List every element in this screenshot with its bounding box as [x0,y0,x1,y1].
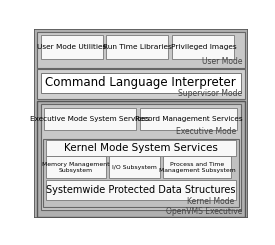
Text: Supervisor Mode: Supervisor Mode [178,89,242,98]
Bar [45,108,136,130]
Bar [37,101,245,217]
Text: Systemwide Protected Data Structures: Systemwide Protected Data Structures [46,184,235,195]
Bar [41,104,241,210]
Text: User Mode Utilities: User Mode Utilities [37,44,106,50]
Text: I/O Subsystem: I/O Subsystem [112,165,157,170]
Bar [41,35,103,59]
Text: User Mode: User Mode [202,57,242,66]
Text: Process and Time
Management Subsystem: Process and Time Management Subsystem [159,162,235,173]
Text: Run Time Libraries: Run Time Libraries [103,44,172,50]
Text: Kernel Mode: Kernel Mode [187,197,234,206]
Text: Command Language Interpreter: Command Language Interpreter [45,76,236,89]
Text: Privileged Images: Privileged Images [170,44,236,50]
Bar [163,157,231,178]
Text: Memory Management
Subsystem: Memory Management Subsystem [42,162,110,173]
Text: Executive Mode: Executive Mode [176,127,236,136]
Bar [46,157,106,178]
Bar [43,139,239,207]
Bar [109,157,160,178]
Bar [46,180,236,200]
Text: OpenVMS Executive: OpenVMS Executive [166,207,242,216]
Text: Kernel Mode System Services: Kernel Mode System Services [64,143,218,153]
Bar [37,69,245,99]
Text: Record Management Services: Record Management Services [135,116,243,122]
Bar [46,140,236,156]
Text: Executive Mode System Services: Executive Mode System Services [31,116,150,122]
Bar [106,35,169,59]
Bar [41,73,241,93]
Bar [172,35,234,59]
Bar [140,108,237,130]
Bar [37,32,245,68]
